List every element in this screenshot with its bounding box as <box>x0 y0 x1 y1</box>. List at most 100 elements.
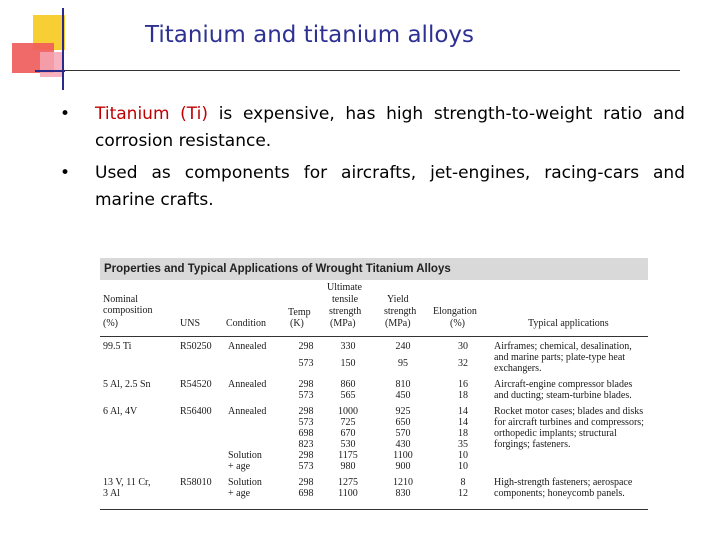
table-row: 5 Al, 2.5 Sn R54520 Annealed 298 860 810 16 Air… <box>100 374 648 401</box>
cell-uns: R54520 <box>180 379 212 390</box>
cell-elong: 30 <box>458 341 468 352</box>
cell-elong: 12 <box>458 488 468 499</box>
cell-composition: 13 V, 11 Cr, <box>103 477 151 488</box>
cell-uns <box>180 428 228 439</box>
cell-composition <box>100 417 180 428</box>
cell-ys: 430 <box>395 439 411 450</box>
decorative-vertical-line <box>62 8 64 90</box>
cell-uns <box>180 450 228 461</box>
cell-condition: Solution <box>228 450 262 461</box>
cell-condition: + age <box>228 488 251 499</box>
table-header: Nominal composition (%) UNS Condition Te… <box>100 280 648 337</box>
header-temp-1: Temp <box>288 307 311 318</box>
cell-condition: Annealed <box>228 341 267 352</box>
cell-elong: 10 <box>458 450 468 461</box>
cell-composition <box>100 390 180 401</box>
bullet-marker: • <box>60 163 71 183</box>
cell-uns <box>180 488 228 499</box>
cell-composition: 99.5 Ti <box>103 341 132 352</box>
bullet-list: • Titanium (Ti) is expensive, has high s… <box>60 101 685 219</box>
cell-temp: 298 <box>298 477 314 488</box>
header-uts-2: tensile <box>332 294 359 305</box>
cell-composition: 5 Al, 2.5 Sn <box>103 379 151 390</box>
table-row: 99.5 Ti R50250 Annealed 298 330 240 30 Airframe… <box>100 341 648 374</box>
cell-temp: 298 <box>298 450 314 461</box>
table-row: 823 530 430 35 <box>100 439 648 450</box>
header-temp-2: (K) <box>290 318 304 329</box>
table-row: Solution 298 1175 1100 10 <box>100 450 648 461</box>
cell-condition <box>228 428 290 439</box>
cell-temp: 573 <box>298 417 314 428</box>
cell-condition <box>228 358 290 375</box>
cell-ys: 570 <box>395 428 411 439</box>
cell-ys: 650 <box>395 417 411 428</box>
cell-elong: 8 <box>460 477 466 488</box>
header-composition-3: (%) <box>103 318 118 329</box>
table-row: 13 V, 11 Cr, R58010 Solution 298 1275 1210 8 Hi… <box>100 472 648 499</box>
cell-composition <box>100 461 180 472</box>
bullet-highlight: Titanium (Ti) <box>95 104 209 124</box>
cell-temp: 823 <box>298 439 314 450</box>
cell-temp: 698 <box>298 488 314 499</box>
cell-applications: Rocket motor cases; blades and disks for… <box>494 406 644 450</box>
header-uts-1: Ultimate <box>327 282 362 293</box>
cell-uns <box>180 461 228 472</box>
cell-uts: 1175 <box>338 450 358 461</box>
cell-condition: Solution <box>228 477 262 488</box>
cell-composition: 3 Al <box>103 488 120 499</box>
bullet-marker: • <box>60 104 71 124</box>
cell-condition: Annealed <box>228 379 267 390</box>
cell-elong: 32 <box>458 357 468 369</box>
bullet-text: Used as components for aircrafts, jet-en… <box>95 163 685 210</box>
cell-elong: 35 <box>458 439 468 450</box>
cell-condition: Annealed <box>228 406 267 417</box>
cell-uts: 565 <box>340 390 356 401</box>
header-elong-2: (%) <box>450 318 465 329</box>
cell-ys: 810 <box>395 379 411 390</box>
bullet-item: • Used as components for aircrafts, jet-… <box>60 160 685 214</box>
header-composition-2: composition <box>103 305 153 316</box>
header-ys-2: strength <box>384 306 417 317</box>
cell-elong: 16 <box>458 379 468 390</box>
cell-uts: 530 <box>340 439 356 450</box>
table-row: 573 565 450 18 <box>100 390 648 401</box>
cell-ys: 925 <box>395 406 411 417</box>
cell-applications: Airframes; chemical, desalination, and m… <box>494 341 632 374</box>
cell-uts: 670 <box>340 428 356 439</box>
cell-elong: 10 <box>458 461 468 472</box>
cell-composition: 6 Al, 4V <box>103 406 138 417</box>
slide-title: Titanium and titanium alloys <box>145 22 475 48</box>
cell-ys: 240 <box>395 341 411 352</box>
header-condition: Condition <box>226 318 267 329</box>
table-row: 3 Al + age 698 1100 830 12 <box>100 488 648 499</box>
table-bottom-rule <box>100 509 648 510</box>
cell-composition <box>100 428 180 439</box>
cell-uts: 980 <box>340 461 356 472</box>
cell-elong: 18 <box>458 390 468 401</box>
cell-applications: Aircraft-engine compressor blades and du… <box>494 379 633 401</box>
cell-uns <box>180 439 228 450</box>
cell-temp: 698 <box>298 428 314 439</box>
cell-uts: 1275 <box>338 477 358 488</box>
cell-uts: 150 <box>340 357 356 369</box>
title-underline <box>40 70 680 71</box>
cell-temp: 573 <box>298 390 314 401</box>
table-title: Properties and Typical Applications of W… <box>100 258 648 280</box>
header-composition-1: Nominal <box>103 294 138 305</box>
cell-temp: 298 <box>298 406 314 417</box>
bullet-item: • Titanium (Ti) is expensive, has high s… <box>60 101 685 155</box>
cell-temp: 298 <box>298 379 314 390</box>
cell-elong: 18 <box>458 428 468 439</box>
cell-uts: 860 <box>340 379 356 390</box>
header-ys-3: (MPa) <box>385 318 411 329</box>
header-elong-1: Elongation <box>433 306 477 317</box>
properties-table: Properties and Typical Applications of W… <box>100 258 648 510</box>
cell-ys: 830 <box>395 488 411 499</box>
cell-condition: + age <box>228 461 251 472</box>
header-ys-1: Yield <box>387 294 409 305</box>
table-row: 573 150 95 32 <box>100 358 648 375</box>
cell-uns <box>180 417 228 428</box>
cell-uns <box>180 390 228 401</box>
cell-ys: 95 <box>398 357 408 369</box>
table-body: 99.5 Ti R50250 Annealed 298 330 240 30 Airframe… <box>100 341 648 499</box>
